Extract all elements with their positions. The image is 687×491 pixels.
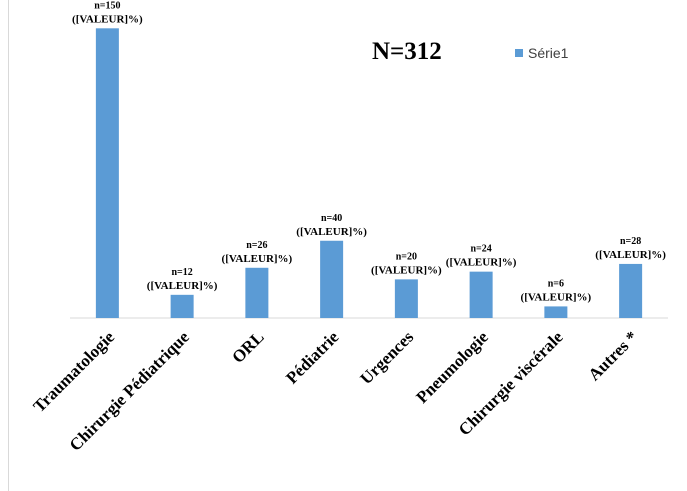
chart-title: N=312 xyxy=(372,38,442,65)
data-label-percent: ([VALEUR]%) xyxy=(521,291,592,303)
data-label-count: n=6 xyxy=(548,278,564,289)
bar xyxy=(320,240,344,318)
data-label-percent: ([VALEUR]%) xyxy=(371,264,442,276)
legend-swatch xyxy=(515,49,523,57)
bar xyxy=(95,28,119,318)
data-label-percent: ([VALEUR]%) xyxy=(222,253,293,265)
x-tick-label: Autres * xyxy=(584,327,641,384)
bar xyxy=(245,267,269,318)
x-tick-label: Pédiatrie xyxy=(282,327,342,387)
data-label-percent: ([VALEUR]%) xyxy=(595,249,666,261)
data-label-count: n=26 xyxy=(246,240,267,251)
data-label-percent: ([VALEUR]%) xyxy=(296,226,367,238)
x-tick-label: Pneumologie xyxy=(412,327,492,407)
legend: Série1 xyxy=(515,45,568,61)
bar xyxy=(469,271,493,318)
bar xyxy=(170,294,194,318)
chart-frame-edge xyxy=(8,0,9,491)
data-label-count: n=20 xyxy=(396,251,417,262)
data-label-count: n=28 xyxy=(620,236,641,247)
x-tick-label: ORL xyxy=(228,327,267,366)
bar xyxy=(394,279,418,318)
data-label-percent: ([VALEUR]%) xyxy=(72,13,143,25)
data-label-percent: ([VALEUR]%) xyxy=(147,280,218,292)
data-label-count: n=150 xyxy=(94,0,120,11)
data-label-count: n=40 xyxy=(321,213,342,224)
x-tick-label: Urgences xyxy=(356,327,417,388)
bar xyxy=(619,263,643,318)
data-label-count: n=12 xyxy=(171,267,192,278)
bar xyxy=(544,306,568,318)
data-label-count: n=24 xyxy=(470,244,491,255)
legend-label: Série1 xyxy=(528,45,569,61)
data-label-percent: ([VALEUR]%) xyxy=(446,257,517,269)
